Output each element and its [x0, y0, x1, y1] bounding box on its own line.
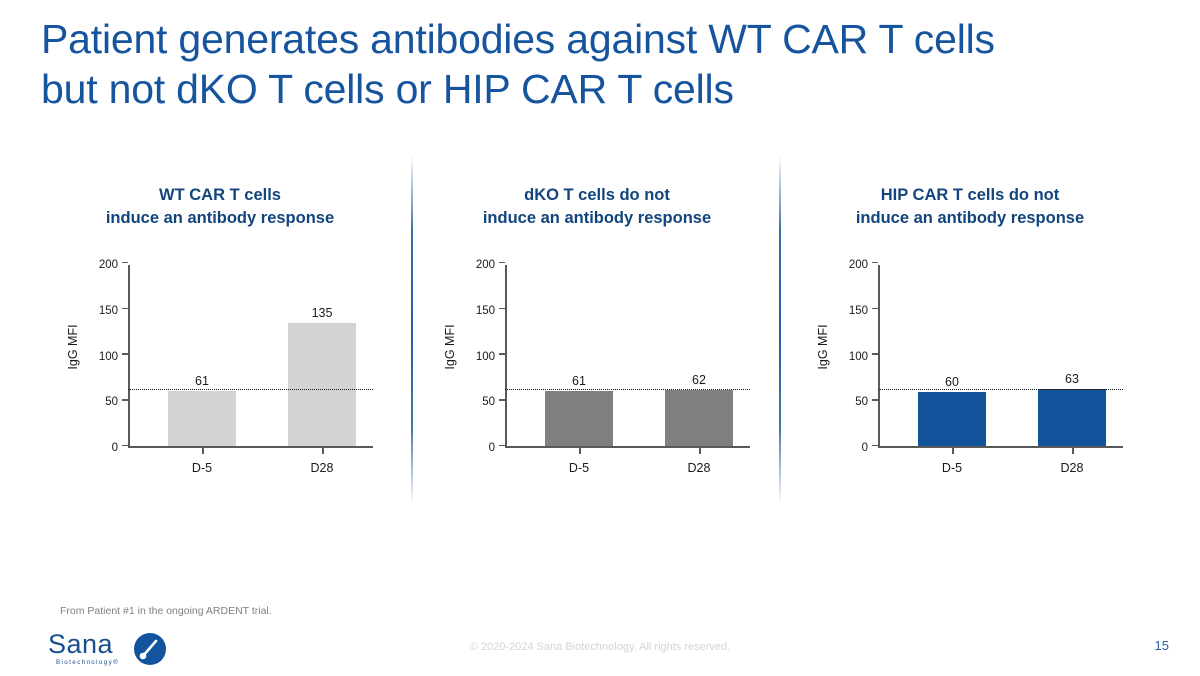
y-axis-tick-label: 100 [475, 350, 495, 363]
y-axis-tick-label: 150 [848, 304, 868, 317]
y-axis-tick [872, 399, 878, 401]
y-axis-tick-label: 50 [105, 396, 118, 409]
x-axis-tick-label: D28 [1060, 461, 1084, 475]
chart-panel-dko: dKO T cells do not induce an antibody re… [412, 150, 782, 510]
panel-divider-2 [779, 155, 781, 505]
x-axis-tick-label: D-5 [568, 461, 590, 475]
bar: 60 [918, 375, 986, 447]
chart-title: HIP CAR T cells do not induce an antibod… [855, 186, 1085, 228]
x-axis-tick-label: D28 [687, 461, 711, 475]
bar-chart: IgG MFI 0 50 100 150 200 60 D-5 63 D28 [785, 255, 1155, 490]
bar-value-label: 63 [1065, 371, 1079, 386]
y-axis-line [505, 265, 507, 448]
y-axis-tick [872, 444, 878, 447]
logo-wordmark: Sana [48, 629, 114, 659]
y-axis-tick-label: 50 [855, 396, 868, 409]
x-axis-tick-label: D28 [310, 461, 334, 475]
y-axis-tick [872, 261, 878, 264]
page-title: Patient generates antibodies against WT … [41, 16, 995, 113]
y-axis-tick [499, 353, 505, 355]
x-axis-tick [1072, 448, 1074, 454]
y-axis-tick [122, 399, 128, 401]
x-axis-tick [202, 448, 204, 454]
y-axis-tick-label: 200 [848, 259, 868, 271]
chart-title: dKO T cells do not induce an antibody re… [482, 186, 712, 228]
y-axis-tick-label: 0 [861, 442, 868, 454]
y-axis-tick [122, 307, 128, 310]
sana-logo: Sana Biotechnology® [48, 627, 178, 671]
y-axis-label: IgG MFI [816, 324, 830, 370]
x-axis-tick [699, 448, 701, 454]
bar-value-label: 61 [195, 373, 209, 388]
logo-needle-tip-icon [139, 652, 147, 660]
y-axis-tick [872, 353, 878, 355]
y-axis-tick-label: 50 [482, 396, 495, 409]
y-axis-line [128, 265, 130, 448]
threshold-line [505, 388, 750, 390]
y-axis-tick-label: 200 [98, 259, 118, 271]
x-axis-tick [952, 448, 954, 454]
y-axis-tick [499, 399, 505, 401]
plot-area: 0 50 100 150 200 60 D-5 63 D28 [849, 259, 1123, 475]
x-axis-tick-label: D-5 [191, 461, 213, 475]
y-axis-tick [122, 444, 128, 447]
bar-value-label: 60 [945, 374, 959, 389]
y-axis-tick-label: 0 [111, 442, 118, 454]
chart-panel-wt: WT CAR T cells induce an antibody respon… [35, 150, 405, 510]
y-axis-tick-label: 150 [98, 304, 118, 317]
y-axis-tick-label: 0 [488, 442, 495, 454]
sana-logo-svg: Sana Biotechnology® [48, 629, 166, 666]
plot-area: 0 50 100 150 200 61 D-5 62 D28 [476, 259, 750, 475]
bar: 135 [288, 306, 356, 447]
y-axis-tick [499, 444, 505, 447]
logo-tagline: Biotechnology® [56, 659, 119, 666]
y-axis-line [878, 265, 880, 448]
x-axis-tick [322, 448, 324, 454]
page-number: 15 [1154, 638, 1169, 653]
chart-panel-hip: HIP CAR T cells do not induce an antibod… [785, 150, 1155, 510]
bar: 61 [545, 374, 613, 447]
bar: 62 [665, 373, 733, 447]
bar-value-label: 62 [692, 372, 706, 387]
plot-area: 0 50 100 150 200 61 D-5 135 D28 [99, 259, 373, 475]
y-axis-tick [499, 261, 505, 264]
bar: 63 [1038, 372, 1106, 447]
x-axis-line [128, 446, 373, 448]
y-axis-tick [122, 261, 128, 264]
x-axis-tick [579, 448, 581, 454]
x-axis-line [505, 446, 750, 448]
bar-chart: IgG MFI 0 50 100 150 200 61 D-5 135 D28 [35, 255, 405, 490]
copyright-text: © 2020-2024 Sana Biotechnology. All righ… [469, 641, 731, 653]
y-axis-tick-label: 150 [475, 304, 495, 317]
x-axis-line [878, 446, 1123, 448]
y-axis-label: IgG MFI [443, 324, 457, 370]
y-axis-tick-label: 200 [475, 259, 495, 271]
bar: 61 [168, 374, 236, 447]
x-axis-tick-label: D-5 [941, 461, 963, 475]
panel-divider-1 [411, 155, 413, 505]
y-axis-label: IgG MFI [66, 324, 80, 370]
bar-value-label: 61 [572, 373, 586, 388]
chart-title: WT CAR T cells induce an antibody respon… [105, 186, 335, 228]
bar-value-label: 135 [311, 305, 333, 320]
threshold-line [128, 388, 373, 390]
y-axis-tick [872, 307, 878, 310]
footnote: From Patient #1 in the ongoing ARDENT tr… [60, 605, 272, 617]
y-axis-tick [499, 307, 505, 310]
y-axis-tick-label: 100 [848, 350, 868, 363]
logo-needle-icon [141, 639, 158, 658]
y-axis-tick-label: 100 [98, 350, 118, 363]
y-axis-tick [122, 353, 128, 355]
bar-chart: IgG MFI 0 50 100 150 200 61 D-5 62 D28 [412, 255, 782, 490]
charts-container: WT CAR T cells induce an antibody respon… [0, 150, 1200, 510]
threshold-line [878, 388, 1123, 390]
